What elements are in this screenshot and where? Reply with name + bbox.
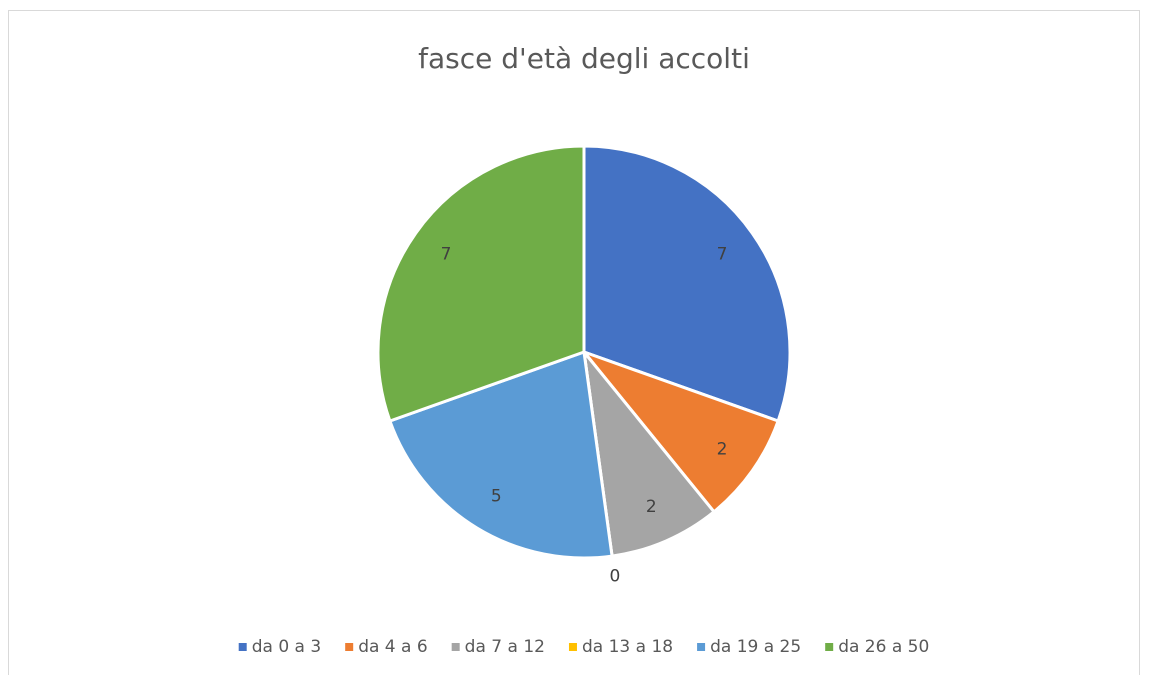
legend-marker <box>697 643 706 651</box>
data-label: 7 <box>441 245 452 265</box>
legend-label: da 13 a 18 <box>582 637 673 657</box>
pie-slice <box>388 350 614 560</box>
legend-marker <box>345 643 354 651</box>
legend-marker <box>238 643 247 651</box>
legend-marker <box>825 643 834 651</box>
legend-label: da 0 a 3 <box>252 637 321 657</box>
legend-marker <box>568 643 577 651</box>
legend-label: da 26 a 50 <box>838 637 929 657</box>
legend-label: da 4 a 6 <box>358 637 427 657</box>
legend-label: da 19 a 25 <box>710 637 801 657</box>
legend-label: da 7 a 12 <box>465 637 545 657</box>
data-label: 5 <box>491 486 502 506</box>
pie-slice <box>582 144 792 423</box>
pie-slice <box>582 350 780 514</box>
pie-slice <box>376 144 586 423</box>
chart-title: fasce d'età degli accolti <box>418 42 750 75</box>
legend-marker <box>451 643 460 651</box>
data-label: 2 <box>646 497 657 517</box>
data-label: 7 <box>717 245 728 265</box>
data-label: 2 <box>717 439 728 459</box>
pie-slice <box>582 350 716 558</box>
data-label: 0 <box>609 566 620 586</box>
